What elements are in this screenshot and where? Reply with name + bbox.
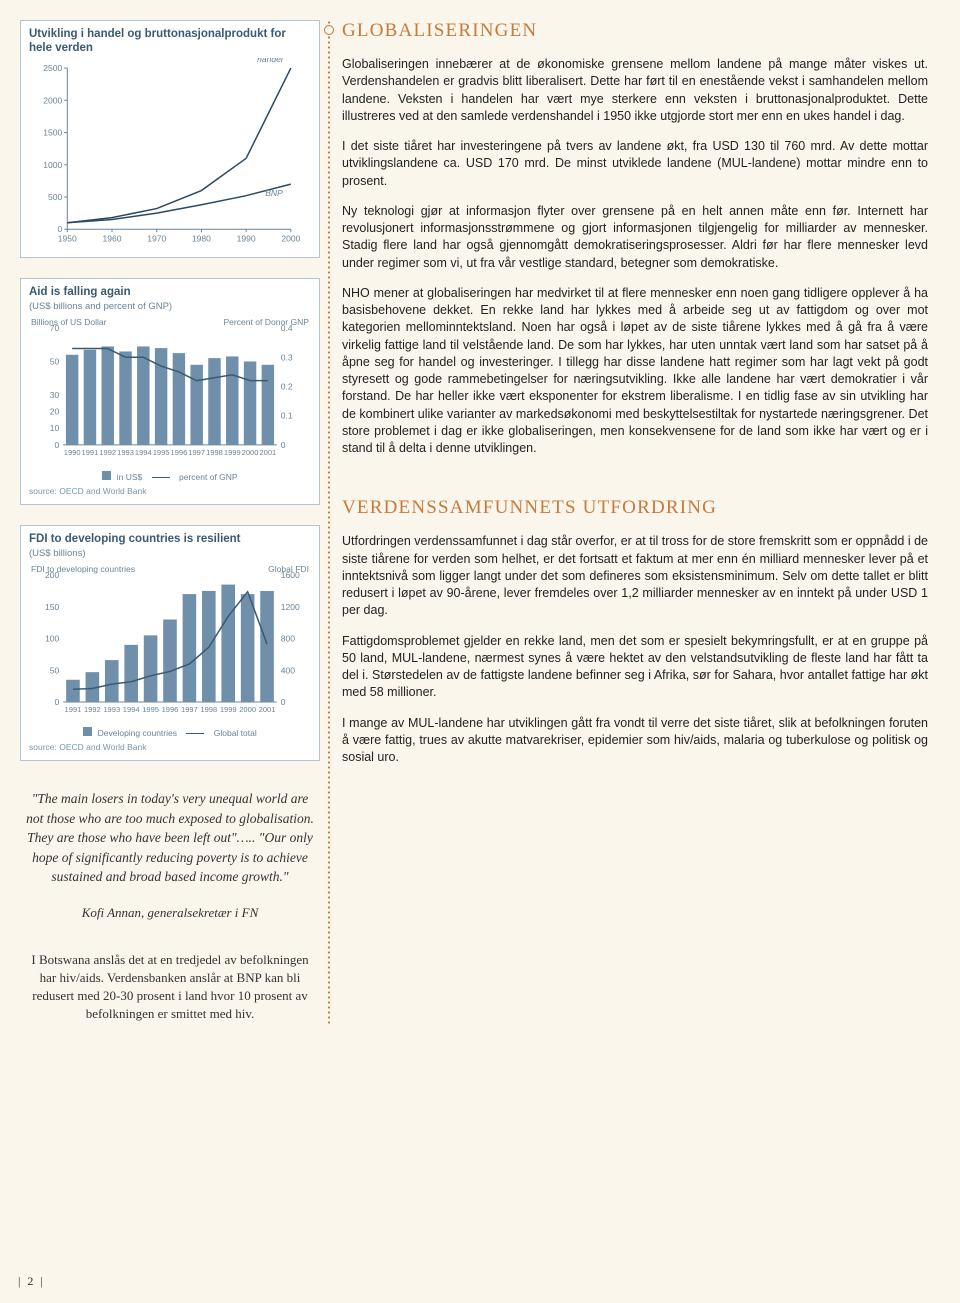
svg-text:1980: 1980 — [192, 233, 211, 243]
svg-text:0: 0 — [54, 440, 59, 450]
chart3-legend-line: Global total — [214, 728, 257, 738]
para6: Fattigdomsproblemet gjelder en rekke lan… — [342, 633, 928, 702]
para5: Utfordringen verdenssamfunnet i dag står… — [342, 533, 928, 619]
svg-text:1995: 1995 — [153, 448, 170, 457]
svg-text:150: 150 — [45, 602, 60, 612]
svg-text:1996: 1996 — [162, 705, 179, 714]
svg-text:1600: 1600 — [281, 570, 300, 580]
chart2-source: source: OECD and World Bank — [29, 486, 311, 496]
para1: Globaliseringen innebærer at de økonomis… — [342, 56, 928, 125]
chart2-title: Aid is falling again — [29, 285, 311, 299]
svg-text:handel: handel — [257, 58, 284, 64]
svg-text:1000: 1000 — [43, 160, 62, 170]
svg-text:1994: 1994 — [135, 448, 152, 457]
svg-text:0: 0 — [281, 697, 286, 707]
svg-text:Percent of Donor GNP: Percent of Donor GNP — [223, 318, 309, 328]
section2-heading: VERDENSSAMFUNNETS UTFORDRING — [342, 497, 928, 519]
para7: I mange av MUL-landene har utviklingen g… — [342, 715, 928, 767]
chart3-subtitle: (US$ billions) — [29, 548, 311, 559]
svg-text:500: 500 — [48, 192, 63, 202]
kofi-quote: "The main losers in today's very unequal… — [26, 789, 314, 887]
chart-aid-falling: Aid is falling again (US$ billions and p… — [20, 278, 320, 504]
svg-text:20: 20 — [50, 407, 60, 417]
svg-text:1999: 1999 — [220, 705, 237, 714]
page-number: | 2 | — [18, 1274, 45, 1289]
chart3-title: FDI to developing countries is resilient — [29, 532, 311, 546]
chart-fdi: FDI to developing countries is resilient… — [20, 525, 320, 762]
chart2-legend: in US$ percent of GNP — [29, 471, 311, 482]
svg-text:1200: 1200 — [281, 602, 300, 612]
chart2-legend-line: percent of GNP — [179, 472, 238, 482]
svg-text:1997: 1997 — [181, 705, 198, 714]
svg-text:0.2: 0.2 — [281, 382, 293, 392]
chart3-source: source: OECD and World Bank — [29, 742, 311, 752]
svg-text:0: 0 — [281, 440, 286, 450]
left-column: Utvikling i handel og bruttonasjonalprod… — [20, 20, 320, 1024]
svg-text:1990: 1990 — [64, 448, 81, 457]
section1-heading: GLOBALISERINGEN — [342, 20, 928, 42]
para4: NHO mener at globaliseringen har medvirk… — [342, 285, 928, 458]
svg-text:10: 10 — [50, 424, 60, 434]
svg-text:1992: 1992 — [84, 705, 101, 714]
svg-text:2000: 2000 — [239, 705, 256, 714]
chart3-legend: Developing countries Global total — [29, 727, 311, 738]
svg-text:1996: 1996 — [170, 448, 187, 457]
svg-text:1998: 1998 — [206, 448, 223, 457]
chart2-legend-bars: in US$ — [117, 472, 143, 482]
kofi-attr: Kofi Annan, generalsekretær i FN — [20, 905, 320, 921]
svg-text:BNP: BNP — [265, 188, 283, 198]
svg-text:1960: 1960 — [102, 233, 121, 243]
svg-text:1990: 1990 — [237, 233, 256, 243]
svg-text:50: 50 — [50, 665, 60, 675]
svg-text:2000: 2000 — [242, 448, 259, 457]
svg-text:2001: 2001 — [259, 705, 276, 714]
para2: I det siste tiåret har investeringene på… — [342, 138, 928, 190]
svg-text:2000: 2000 — [43, 95, 62, 105]
svg-text:1950: 1950 — [58, 233, 77, 243]
svg-text:1991: 1991 — [82, 448, 99, 457]
svg-text:1998: 1998 — [200, 705, 217, 714]
chart3-svg: FDI to developing countriesGlobal FDI050… — [29, 563, 311, 724]
svg-text:800: 800 — [281, 633, 296, 643]
chart2-subtitle: (US$ billions and percent of GNP) — [29, 301, 311, 312]
svg-text:1992: 1992 — [99, 448, 116, 457]
para3: Ny teknologi gjør at informasjon flyter … — [342, 203, 928, 272]
svg-text:1993: 1993 — [103, 705, 120, 714]
svg-text:1970: 1970 — [147, 233, 166, 243]
chart1-title: Utvikling i handel og bruttonasjonalprod… — [29, 27, 311, 56]
svg-text:0.1: 0.1 — [281, 411, 293, 421]
dotted-divider — [328, 20, 330, 1024]
right-column: GLOBALISERINGEN Globaliseringen innebære… — [342, 20, 928, 1024]
svg-text:Billions of US Dollar: Billions of US Dollar — [31, 318, 107, 328]
botswana-fact: I Botswana anslås det at en tredjedel av… — [26, 951, 314, 1024]
svg-text:2000: 2000 — [281, 233, 300, 243]
svg-text:200: 200 — [45, 570, 60, 580]
chart3-legend-bars: Developing countries — [98, 728, 177, 738]
svg-text:400: 400 — [281, 665, 296, 675]
chart-trade-gdp: Utvikling i handel og bruttonasjonalprod… — [20, 20, 320, 258]
svg-text:1995: 1995 — [142, 705, 159, 714]
svg-text:100: 100 — [45, 633, 60, 643]
svg-text:30: 30 — [50, 390, 60, 400]
svg-text:1994: 1994 — [123, 705, 140, 714]
svg-text:0.3: 0.3 — [281, 353, 293, 363]
chart1-svg: 0500100015002000250019501960197019801990… — [29, 58, 311, 249]
svg-text:70: 70 — [50, 324, 60, 334]
svg-text:2500: 2500 — [43, 63, 62, 73]
svg-text:1500: 1500 — [43, 127, 62, 137]
svg-text:0.4: 0.4 — [281, 324, 293, 334]
svg-text:1991: 1991 — [65, 705, 82, 714]
svg-text:1999: 1999 — [224, 448, 241, 457]
chart2-svg: Billions of US Dollar Percent of Donor GN… — [29, 316, 311, 467]
svg-text:0: 0 — [54, 697, 59, 707]
svg-text:1993: 1993 — [117, 448, 134, 457]
svg-text:1997: 1997 — [188, 448, 205, 457]
svg-text:50: 50 — [50, 357, 60, 367]
svg-text:2001: 2001 — [259, 448, 276, 457]
